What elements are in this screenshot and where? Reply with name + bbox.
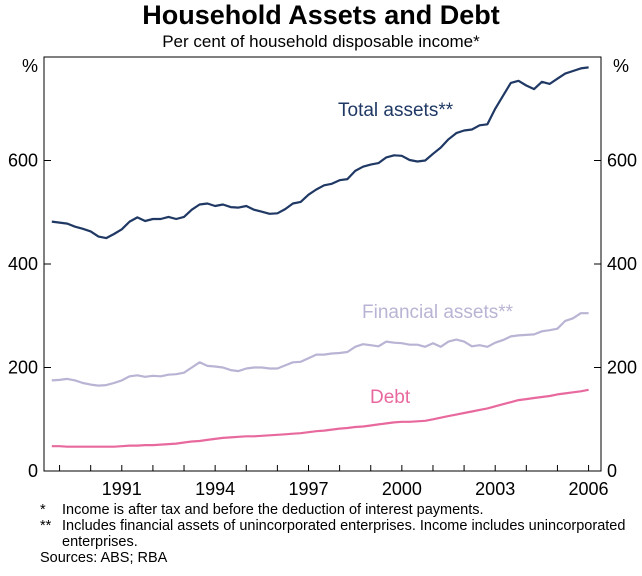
footnote-text: Income is after tax and before the deduc… xyxy=(62,502,484,518)
series-line-debt xyxy=(51,388,589,448)
footnote-mark: * xyxy=(40,502,46,518)
sources: Sources: ABS; RBA xyxy=(40,550,168,566)
x-axis-ticks: 1991 1994 1997 2000 2003 2006 xyxy=(59,465,609,499)
y-unit-right: % xyxy=(613,56,629,76)
y-tick-label-left: 200 xyxy=(8,358,38,378)
chart-subtitle: Per cent of household disposable income* xyxy=(162,32,480,51)
y-tick-label-left: 0 xyxy=(28,461,38,481)
y-tick-label-left: 600 xyxy=(8,151,38,171)
x-tick-label: 2000 xyxy=(382,479,422,499)
y-unit-left: % xyxy=(22,56,38,76)
y-tick-label-right: 400 xyxy=(607,254,637,274)
x-tick-label: 1997 xyxy=(288,479,328,499)
label-total-assets: Total assets** xyxy=(338,100,454,121)
footnote-text: Includes financial assets of unincorpora… xyxy=(62,518,626,550)
footnote-2: ** Includes financial assets of unincorp… xyxy=(40,518,630,550)
x-tick-label: 2003 xyxy=(475,479,515,499)
sources-row: Sources: ABS; RBA xyxy=(40,550,630,566)
plot-frame xyxy=(43,56,602,472)
chart-title: Household Assets and Debt xyxy=(142,0,500,30)
y-axis-ticks: 0 0 200 200 400 400 600 600 xyxy=(8,151,637,482)
x-tick-label: 1994 xyxy=(195,479,235,499)
footnotes: * Income is after tax and before the ded… xyxy=(40,502,630,566)
y-tick-label-right: 0 xyxy=(607,461,617,481)
footnote-mark: ** xyxy=(40,518,52,534)
series-line-financial-assets xyxy=(51,312,589,387)
label-financial-assets: Financial assets** xyxy=(362,302,514,323)
y-tick-label-right: 200 xyxy=(607,358,637,378)
series-line-total-assets xyxy=(51,66,589,240)
footnote-1: * Income is after tax and before the ded… xyxy=(40,502,630,518)
y-tick-label-right: 600 xyxy=(607,151,637,171)
x-tick-label: 2006 xyxy=(569,479,609,499)
y-tick-label-left: 400 xyxy=(8,254,38,274)
label-debt: Debt xyxy=(370,387,411,408)
x-tick-label: 1991 xyxy=(102,479,142,499)
